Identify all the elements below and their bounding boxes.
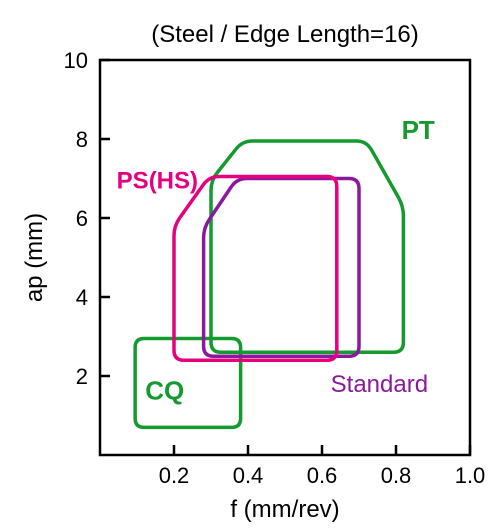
x-tick-label: 0.8 bbox=[381, 463, 412, 488]
chart-background bbox=[0, 0, 500, 529]
series-label-pshs: PS(HS) bbox=[117, 167, 198, 194]
y-tick-label: 10 bbox=[64, 48, 88, 73]
chart-title: (Steel / Edge Length=16) bbox=[151, 21, 419, 48]
series-label-pt: PT bbox=[402, 115, 435, 145]
x-tick-label: 0.2 bbox=[159, 463, 190, 488]
y-axis-label: ap (mm) bbox=[21, 213, 48, 302]
y-tick-label: 8 bbox=[76, 127, 88, 152]
x-axis-label: f (mm/rev) bbox=[230, 496, 339, 523]
chart-container: (Steel / Edge Length=16) 0.2 0.4 0.6 0.8 1.0 2… bbox=[0, 0, 500, 529]
y-tick-label: 2 bbox=[76, 364, 88, 389]
x-tick-label: 0.6 bbox=[307, 463, 338, 488]
y-tick-label: 6 bbox=[76, 206, 88, 231]
series-label-cq: CQ bbox=[145, 376, 184, 406]
y-tick-label: 4 bbox=[76, 285, 88, 310]
series-label-standard: Standard bbox=[331, 371, 428, 398]
chart-svg: (Steel / Edge Length=16) 0.2 0.4 0.6 0.8 1.0 2… bbox=[0, 0, 500, 529]
x-tick-label: 1.0 bbox=[455, 463, 486, 488]
x-tick-label: 0.4 bbox=[233, 463, 264, 488]
